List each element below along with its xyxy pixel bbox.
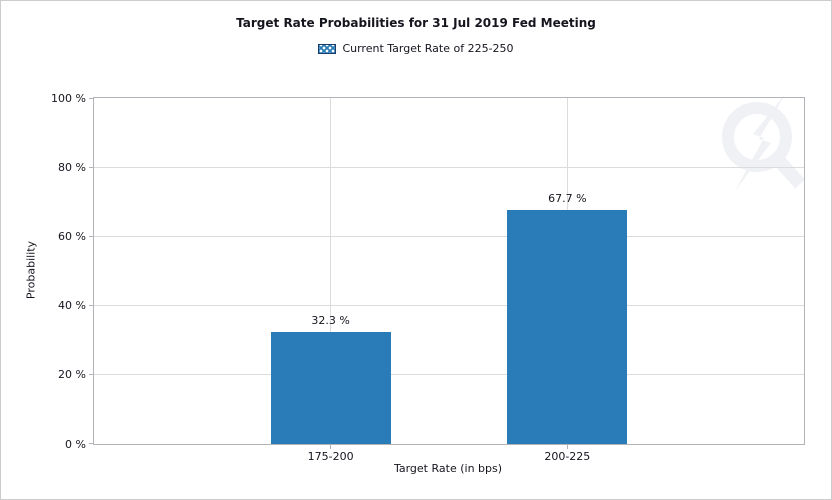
- y-tick-label: 80 %: [58, 160, 86, 174]
- y-axis-tick: [89, 235, 94, 237]
- gridline-h: [94, 166, 804, 168]
- x-axis-title: Target Rate (in bps): [393, 462, 503, 475]
- y-axis-tick: [89, 305, 94, 307]
- x-axis-tick: [330, 445, 332, 449]
- q-lightning-watermark-icon: [722, 93, 805, 191]
- legend: Current Target Rate of 225-250: [1, 42, 831, 55]
- legend-label: Current Target Rate of 225-250: [342, 42, 514, 55]
- y-tick-label: 20 %: [58, 368, 86, 382]
- legend-swatch-crosshatch-icon: [318, 43, 337, 54]
- y-axis-title: Probability: [24, 240, 38, 300]
- y-tick-label: 60 %: [58, 229, 86, 243]
- x-tick-label: 175-200: [307, 450, 354, 463]
- y-tick-label: 0 %: [65, 437, 86, 451]
- bar-175-200: [270, 332, 391, 444]
- gridline-v: [330, 98, 332, 444]
- gridline-h: [94, 235, 804, 237]
- x-tick-label: 200-225: [544, 450, 591, 463]
- gridline-h: [94, 374, 804, 376]
- bar-value-label: 32.3 %: [311, 314, 350, 328]
- chart-title: Target Rate Probabilities for 31 Jul 201…: [236, 16, 596, 30]
- plot-area: 0 % 20 % 40 % 60 % 80 % 100 % 32.3 % 175-200 67.…: [51, 92, 805, 463]
- y-axis-tick: [89, 166, 94, 168]
- gridline-h: [94, 305, 804, 307]
- y-axis-tick: [89, 374, 94, 376]
- y-axis-tick: [89, 443, 94, 444]
- y-axis-tick: [89, 98, 94, 99]
- bar-value-label: 67.7 %: [548, 191, 587, 205]
- y-tick-label: 40 %: [58, 299, 86, 313]
- bar-200-225: [507, 209, 628, 444]
- x-axis-tick: [566, 445, 568, 449]
- y-tick-label: 100 %: [51, 91, 86, 105]
